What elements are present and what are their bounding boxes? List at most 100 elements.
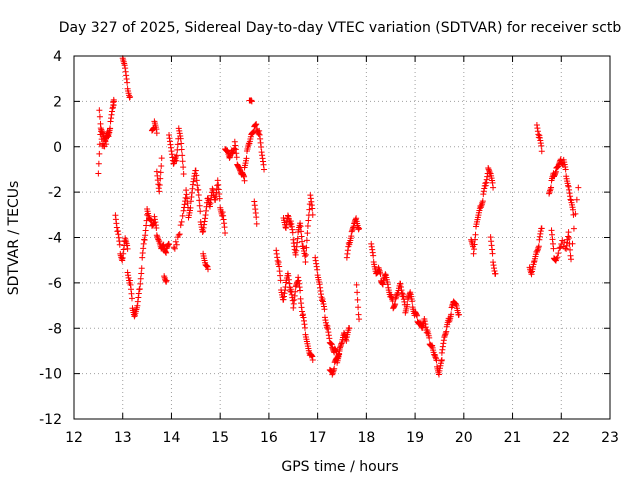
- y-tick-label: 2: [53, 94, 62, 110]
- data-point: [138, 270, 145, 277]
- data-point: [128, 295, 135, 302]
- data-point: [178, 146, 185, 153]
- data-point: [289, 229, 296, 236]
- x-tick-label: 17: [309, 430, 327, 446]
- data-point: [575, 184, 582, 191]
- data-point: [261, 166, 268, 173]
- data-point: [490, 184, 497, 191]
- data-point: [492, 270, 499, 277]
- data-point: [153, 225, 160, 232]
- data-point: [562, 166, 569, 173]
- data-point: [355, 304, 362, 311]
- data-point: [124, 79, 131, 86]
- y-tick-label: -8: [48, 321, 62, 337]
- grid-lines: [74, 56, 610, 419]
- data-point: [180, 164, 187, 171]
- x-tick-label: 15: [211, 430, 229, 446]
- data-point: [196, 202, 203, 209]
- data-point: [178, 140, 185, 147]
- data-point: [196, 197, 203, 204]
- data-point: [426, 334, 433, 341]
- data-point: [433, 357, 440, 364]
- data-point: [565, 229, 572, 236]
- data-point: [438, 357, 445, 364]
- data-point: [356, 225, 363, 232]
- data-point: [538, 148, 545, 155]
- data-point: [98, 136, 105, 143]
- data-point: [555, 250, 562, 257]
- data-point: [156, 182, 163, 189]
- data-point: [98, 128, 105, 135]
- data-point: [566, 234, 573, 241]
- data-point: [354, 289, 361, 296]
- data-point: [370, 252, 377, 259]
- data-point: [177, 222, 184, 229]
- data-point: [137, 280, 144, 287]
- data-point: [301, 324, 308, 331]
- x-tick-label: 14: [163, 430, 181, 446]
- data-point: [569, 206, 576, 213]
- data-point: [179, 158, 186, 165]
- data-point: [137, 275, 144, 282]
- data-point: [489, 250, 496, 257]
- data-point: [158, 155, 165, 162]
- data-point: [346, 325, 353, 332]
- data-point: [195, 192, 202, 199]
- data-point: [248, 98, 255, 105]
- data-point: [136, 285, 143, 292]
- data-point: [107, 125, 114, 132]
- data-point: [205, 266, 211, 273]
- data-point: [404, 301, 411, 308]
- data-point: [570, 225, 577, 232]
- data-point: [195, 186, 202, 193]
- data-point: [304, 222, 311, 229]
- data-point: [171, 245, 178, 252]
- data-point: [331, 365, 338, 372]
- x-tick-label: 20: [455, 430, 473, 446]
- data-point: [550, 245, 557, 252]
- data-point: [292, 288, 299, 295]
- data-point: [548, 184, 555, 191]
- data-point: [557, 244, 564, 251]
- data-point: [158, 162, 165, 169]
- y-tick-label: -4: [48, 231, 62, 247]
- plot-frame: [73, 55, 611, 420]
- data-point: [336, 347, 343, 354]
- chart-title: Day 327 of 2025, Sidereal Day-to-day VTE…: [59, 20, 622, 36]
- data-point: [166, 241, 173, 248]
- data-point: [176, 231, 183, 238]
- x-tick-label: 21: [504, 430, 522, 446]
- data-point: [305, 217, 312, 224]
- data-point: [153, 130, 160, 137]
- data-point: [303, 244, 310, 251]
- data-point: [173, 241, 180, 248]
- data-point: [197, 208, 204, 215]
- x-tick-label: 22: [552, 430, 570, 446]
- x-tick-label: 18: [357, 430, 375, 446]
- y-tick-label: 0: [53, 140, 62, 156]
- y-tick-label: -6: [48, 276, 62, 292]
- y-tick-label: 4: [53, 49, 62, 65]
- data-point: [179, 152, 186, 159]
- data-point: [301, 253, 308, 260]
- data-point: [554, 254, 561, 261]
- data-point: [110, 98, 117, 105]
- data-point: [302, 251, 309, 258]
- data-point: [95, 170, 102, 177]
- data-point: [569, 240, 576, 247]
- data-point: [231, 145, 238, 152]
- data-point: [304, 230, 311, 237]
- data-point: [321, 306, 328, 313]
- data-point: [309, 357, 316, 364]
- data-point: [535, 243, 542, 250]
- data-point: [170, 244, 177, 251]
- data-point: [277, 277, 284, 284]
- data-point: [472, 231, 479, 238]
- x-tick-label: 13: [114, 430, 132, 446]
- axis-ticks: 12 13 14 15 16 17 18 19 20 21 22 23 -12 -10 -8 -6 -4 -2 0 2…: [39, 49, 619, 446]
- data-point: [414, 312, 421, 319]
- data-point: [572, 210, 579, 217]
- x-tick-label: 23: [601, 430, 619, 446]
- data-point: [187, 204, 194, 211]
- data-point: [303, 237, 310, 244]
